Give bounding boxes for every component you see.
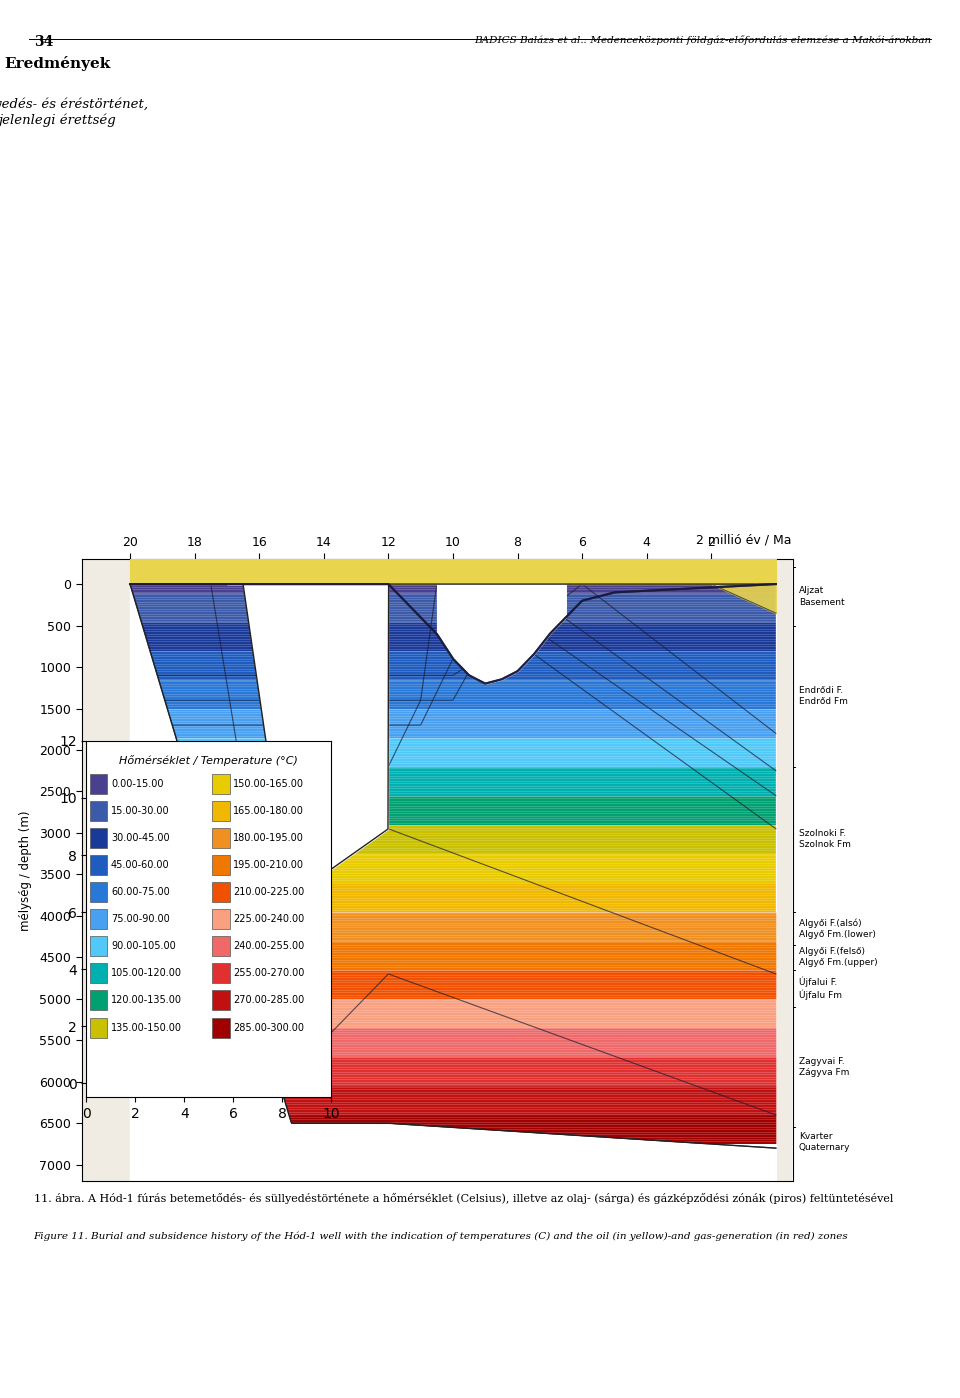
Text: Zagyvai F.
Zágyva Fm: Zagyvai F. Zágyva Fm	[799, 1057, 849, 1078]
Bar	[90, 882, 108, 902]
Text: 225.00-240.00: 225.00-240.00	[233, 914, 304, 924]
Bar	[212, 828, 229, 847]
Bar	[212, 990, 229, 1011]
Text: 165.00-180.00: 165.00-180.00	[233, 805, 304, 816]
Bar	[212, 937, 229, 956]
Text: 150.00-165.00: 150.00-165.00	[233, 779, 304, 788]
Text: 30.00-45.00: 30.00-45.00	[110, 833, 170, 843]
Text: Süllyedés- és éréstörténet,
jelenlegi érettség: Süllyedés- és éréstörténet, jelenlegi ér…	[0, 98, 148, 127]
Text: 180.00-195.00: 180.00-195.00	[233, 833, 304, 843]
Text: Algyői F.(alsó)
Algyő Fm.(lower): Algyői F.(alsó) Algyő Fm.(lower)	[799, 918, 876, 938]
Bar	[212, 856, 229, 875]
Text: 11. ábra. A Hód-1 fúrás betemetődés- és süllyedéstörténete a hőmérséklet (Celsiu: 11. ábra. A Hód-1 fúrás betemetődés- és …	[34, 1192, 893, 1204]
Text: 90.00-105.00: 90.00-105.00	[110, 941, 176, 951]
Text: 120.00-135.00: 120.00-135.00	[110, 995, 181, 1005]
Text: Eredmények: Eredmények	[5, 56, 110, 71]
Text: Figure 11. Burial and subsidence history of the Hód-1 well with the indication o: Figure 11. Burial and subsidence history…	[34, 1232, 849, 1241]
Text: 0.00-15.00: 0.00-15.00	[110, 779, 163, 788]
Text: 285.00-300.00: 285.00-300.00	[233, 1022, 304, 1033]
Bar	[90, 773, 108, 794]
Text: 105.00-120.00: 105.00-120.00	[110, 969, 181, 979]
Bar	[90, 937, 108, 956]
Bar	[212, 801, 229, 821]
Text: 240.00-255.00: 240.00-255.00	[233, 941, 304, 951]
Text: 60.00-75.00: 60.00-75.00	[110, 888, 170, 898]
Text: 135.00-150.00: 135.00-150.00	[110, 1022, 181, 1033]
Text: 75.00-90.00: 75.00-90.00	[110, 914, 170, 924]
Text: 45.00-60.00: 45.00-60.00	[110, 860, 170, 870]
Bar	[90, 990, 108, 1011]
Text: 34: 34	[34, 35, 53, 49]
Y-axis label: mélység / depth (m): mélység / depth (m)	[19, 809, 33, 931]
Text: Aljzat
Basement: Aljzat Basement	[799, 587, 845, 607]
Bar	[90, 1018, 108, 1037]
Bar	[90, 856, 108, 875]
Bar	[90, 828, 108, 847]
Bar	[90, 963, 108, 983]
Bar	[90, 801, 108, 821]
Text: 2 millió év / Ma: 2 millió év / Ma	[697, 534, 792, 547]
Text: BADICS Balázs et al.: Medenceközponti földgáz-előfordulás elemzése a Makói-árokb: BADICS Balázs et al.: Medenceközponti fö…	[474, 35, 931, 45]
Text: Hőmérséklet / Temperature (°C): Hőmérséklet / Temperature (°C)	[119, 755, 299, 766]
Bar	[212, 963, 229, 983]
Bar	[212, 1018, 229, 1037]
Text: 195.00-210.00: 195.00-210.00	[233, 860, 304, 870]
Text: Újfalui F.
Újfalu Fm: Újfalui F. Újfalu Fm	[799, 977, 842, 1000]
Text: Endrődi F.
Endrőd Fm: Endrődi F. Endrőd Fm	[799, 686, 848, 706]
Bar	[90, 909, 108, 930]
Bar	[212, 909, 229, 930]
Bar	[212, 773, 229, 794]
Text: 210.00-225.00: 210.00-225.00	[233, 888, 304, 898]
Bar	[212, 882, 229, 902]
Text: 255.00-270.00: 255.00-270.00	[233, 969, 304, 979]
Text: Szolnoki F.
Szolnok Fm: Szolnoki F. Szolnok Fm	[799, 829, 851, 849]
Text: Kvarter
Quaternary: Kvarter Quaternary	[799, 1132, 851, 1152]
Text: 270.00-285.00: 270.00-285.00	[233, 995, 304, 1005]
Text: 15.00-30.00: 15.00-30.00	[110, 805, 170, 816]
Text: Algyői F.(felső)
Algyő Fm.(upper): Algyői F.(felső) Algyő Fm.(upper)	[799, 948, 877, 967]
